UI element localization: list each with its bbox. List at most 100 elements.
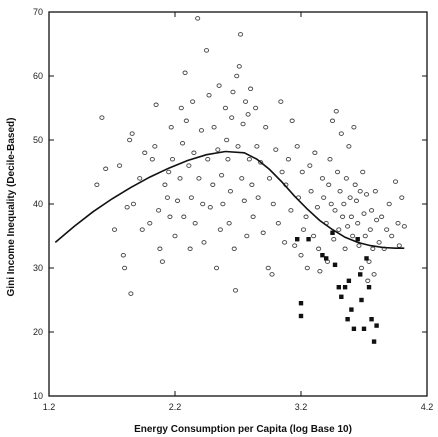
open-circle-point xyxy=(341,201,347,207)
open-circle-point xyxy=(245,112,251,117)
open-circle-point xyxy=(265,265,271,271)
y-tick-label: 30 xyxy=(33,263,43,273)
y-tick-label: 50 xyxy=(33,135,43,145)
open-circle-point xyxy=(198,128,205,133)
open-circle-point xyxy=(128,291,134,296)
open-circle-point xyxy=(178,105,184,111)
open-circle-point xyxy=(210,182,216,188)
open-circle-point xyxy=(229,115,235,120)
open-circle-point xyxy=(183,118,189,124)
open-circle-point xyxy=(186,163,192,168)
open-circle-point xyxy=(343,176,349,181)
open-circle-point xyxy=(226,220,232,226)
y-tick-label: 70 xyxy=(33,7,43,17)
open-circle-point xyxy=(365,278,371,284)
open-circle-point xyxy=(167,214,173,220)
open-circle-point xyxy=(237,32,244,37)
open-circle-point xyxy=(294,144,300,149)
open-circle-point xyxy=(353,198,359,204)
open-circle-point xyxy=(312,150,318,156)
open-circle-point xyxy=(321,195,327,200)
trend-curve xyxy=(54,150,405,249)
open-circle-point xyxy=(342,246,348,252)
filled-square-point xyxy=(374,323,379,328)
open-circle-point xyxy=(182,70,188,76)
y-tick-label: 60 xyxy=(33,71,43,81)
x-tick-label: 3.2 xyxy=(295,402,308,412)
open-circle-point xyxy=(396,243,402,248)
open-circle-point xyxy=(168,124,174,130)
open-circle-point xyxy=(94,182,100,188)
open-circle-point xyxy=(360,169,366,175)
open-circle-point xyxy=(300,227,307,232)
open-circle-point xyxy=(279,169,285,175)
open-circle-point xyxy=(336,227,342,232)
open-circle-point xyxy=(379,214,385,220)
open-circle-point xyxy=(248,86,254,92)
open-circle-point xyxy=(355,220,361,226)
open-circle-point xyxy=(249,182,255,188)
open-circle-point xyxy=(395,220,401,226)
open-circle-point xyxy=(191,150,197,156)
open-circle-point xyxy=(147,220,153,226)
open-circle-point xyxy=(122,265,128,271)
open-circle-point xyxy=(169,156,176,162)
open-circle-point xyxy=(347,195,353,200)
open-circle-point xyxy=(348,214,354,220)
trend-line xyxy=(54,150,405,249)
open-circle-point xyxy=(386,201,392,207)
filled-square-point xyxy=(359,297,364,303)
open-circle-point xyxy=(188,195,194,200)
open-circle-point xyxy=(127,137,133,143)
open-circle-point xyxy=(162,182,168,188)
open-circle-point xyxy=(285,156,291,162)
open-circle-point xyxy=(288,208,294,213)
x-tick-label: 1.2 xyxy=(43,402,56,412)
open-circle-point xyxy=(164,195,170,200)
open-circle-point xyxy=(258,160,264,165)
open-circle-point xyxy=(195,16,201,21)
open-circle-point xyxy=(181,214,187,220)
open-circle-point xyxy=(137,176,143,181)
filled-square-point xyxy=(361,326,367,331)
open-circle-point xyxy=(196,176,202,181)
open-circle-point xyxy=(275,220,281,226)
open-circle-point xyxy=(211,124,217,130)
open-circle-point xyxy=(326,182,332,188)
open-circle-point xyxy=(352,182,358,188)
open-circle-point xyxy=(266,176,273,181)
open-circle-point xyxy=(334,169,341,175)
open-circle-point xyxy=(190,99,196,104)
open-circle-point xyxy=(206,92,212,98)
open-circle-point xyxy=(362,233,368,239)
open-circle-point xyxy=(172,233,178,239)
open-circle-point xyxy=(329,118,336,124)
open-circle-point xyxy=(240,121,246,127)
open-circle-point xyxy=(337,188,343,194)
open-circle-point xyxy=(232,288,239,293)
open-circle-point xyxy=(269,272,275,277)
filled-square-point xyxy=(364,256,369,261)
open-circle-point xyxy=(180,140,186,146)
open-circle-point xyxy=(345,224,351,229)
filled-square-point xyxy=(355,237,360,242)
open-circle-point xyxy=(187,246,193,252)
filled-square-point xyxy=(320,253,325,258)
open-circle-point xyxy=(207,204,213,210)
open-circle-point xyxy=(222,105,228,111)
open-circle-point xyxy=(282,240,288,245)
open-circle-point xyxy=(299,169,305,175)
open-circle-point xyxy=(215,147,221,152)
filled-square-point xyxy=(298,301,304,306)
open-circle-point xyxy=(231,246,237,252)
filled-square-point xyxy=(358,272,363,277)
filled-square-point xyxy=(345,317,350,322)
open-circle-point xyxy=(224,137,230,143)
open-circle-point xyxy=(216,83,222,88)
open-circle-point xyxy=(333,108,339,114)
open-circle-point xyxy=(384,227,390,232)
open-circle-point xyxy=(152,144,158,149)
open-circle-point xyxy=(142,150,148,156)
open-circle-point xyxy=(263,124,269,130)
open-circle-point xyxy=(357,188,363,194)
